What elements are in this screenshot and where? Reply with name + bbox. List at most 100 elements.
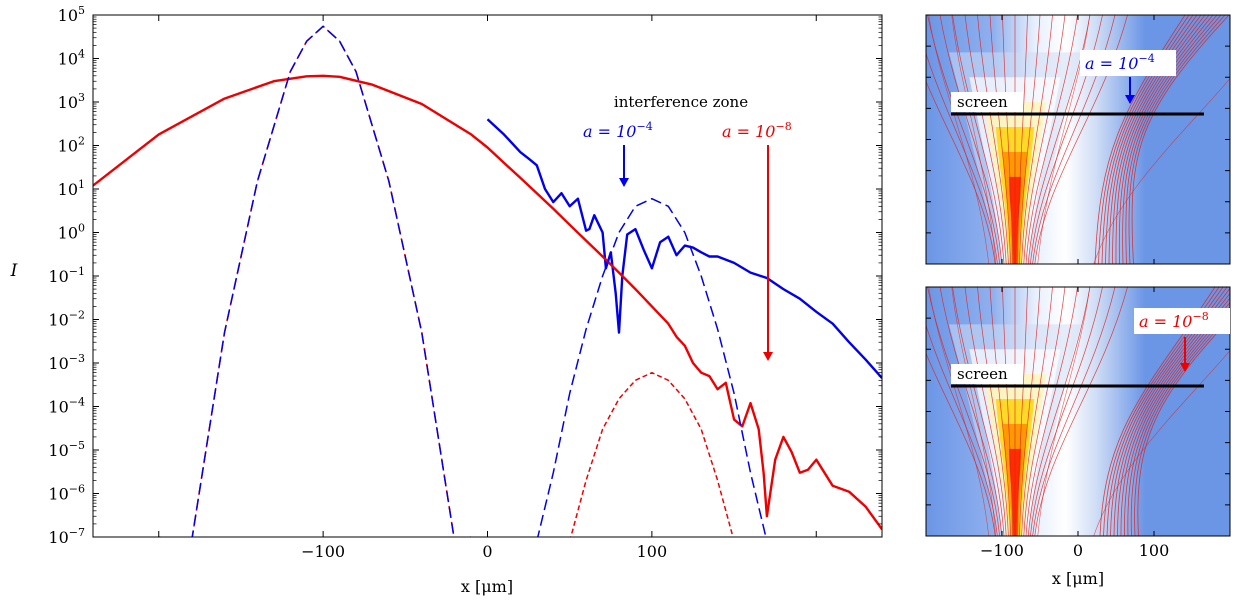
field-line	[1034, 287, 1128, 536]
field-line	[1021, 287, 1053, 536]
bottom-arrowhead	[1180, 363, 1190, 372]
tick-layer	[93, 14, 882, 538]
series-red-solid-1	[93, 74, 882, 531]
field-line	[939, 15, 1003, 264]
field-line	[989, 287, 1011, 536]
side-field-line	[1122, 15, 1218, 264]
y-tick-label: 102	[58, 135, 85, 156]
x-tick-label: 100	[637, 542, 668, 561]
series-red-dotted-5	[570, 371, 734, 537]
field-line	[1025, 15, 1078, 264]
field-line	[1030, 287, 1103, 536]
x-tick-labels: −100 0 100	[301, 542, 667, 561]
field-line	[952, 287, 1005, 536]
field-line	[1019, 15, 1041, 264]
field-line	[1021, 15, 1053, 264]
outer-field-line	[928, 287, 990, 536]
y-tick-label: 101	[58, 178, 85, 199]
field-line	[927, 287, 1000, 536]
y-tick-label: 100	[58, 222, 85, 243]
field-line	[926, 324, 998, 536]
side-field-line	[1128, 15, 1226, 264]
top-arrow-label: a = 10−4	[1085, 52, 1155, 73]
field-line	[989, 15, 1011, 264]
field-line	[964, 287, 1007, 536]
series-blue-solid-0	[486, 118, 882, 379]
y-tick-label: 10−1	[48, 265, 85, 286]
y-tick-label: 10−4	[48, 396, 85, 417]
main-plot: 10−7 10−6 10−5 10−4 10−3 10−2 10−1 100 101 102 103…	[10, 4, 883, 596]
y-tick-label: 10−5	[48, 439, 85, 460]
y-tick-label: 103	[58, 91, 85, 112]
field-line	[926, 52, 998, 264]
field-line	[926, 80, 996, 264]
outer-field-line	[1093, 350, 1230, 536]
side-field-line	[1125, 15, 1222, 264]
outer-field-line	[1037, 287, 1091, 536]
outer-field-line	[1037, 15, 1091, 264]
x-axis-label: x [μm]	[461, 577, 513, 596]
outer-field-line	[951, 287, 997, 536]
blue-a-label: a = 10−4	[583, 120, 653, 141]
field-line	[926, 352, 996, 536]
bottom-arrow-label-bg	[1134, 308, 1230, 334]
bottom-x-tick-label: −100	[980, 541, 1024, 560]
field-line	[1002, 15, 1014, 264]
bottom-screen-label-bg	[951, 364, 1023, 384]
blue-annotation: a = 10−4	[583, 120, 653, 187]
y-tick-label: 104	[58, 48, 85, 69]
bottom-arrow-label: a = 10−8	[1139, 310, 1209, 331]
top-panel: screen a = 10−4	[925, 14, 1231, 265]
side-field-line	[1131, 15, 1230, 264]
bottom-x-tick-labels: −100 0 100	[980, 541, 1169, 560]
series-layer	[93, 25, 882, 537]
field-line	[977, 287, 1009, 536]
field-line	[1023, 15, 1066, 264]
field-line	[1025, 287, 1078, 536]
field-line	[1016, 15, 1028, 264]
red-a-label: a = 10−8	[722, 120, 792, 141]
field-line	[1027, 287, 1091, 536]
outer-field-line	[928, 15, 990, 264]
bottom-screen-label: screen	[957, 365, 1008, 383]
y-tick-labels: 10−7 10−6 10−5 10−4 10−3 10−2 10−1 100 101 102 103…	[48, 4, 85, 547]
bottom-x-tick-label: 0	[1073, 541, 1083, 560]
y-tick-label: 10−7	[48, 526, 85, 547]
field-line	[964, 15, 1007, 264]
top-panel-ticks	[925, 15, 1231, 264]
field-line	[1016, 287, 1028, 536]
bottom-x-tick-label: 100	[1139, 541, 1170, 560]
outer-field-line	[951, 15, 997, 264]
side-field-line	[1118, 15, 1214, 264]
outer-field-line	[1093, 78, 1230, 264]
top-screen-label: screen	[957, 93, 1008, 111]
interference-zone-label: interference zone	[614, 93, 748, 111]
red-arrowhead	[763, 352, 773, 361]
series-blue-dashed-3	[191, 25, 455, 537]
bottom-x-axis-label: x [μm]	[1052, 569, 1104, 588]
field-line	[1019, 287, 1041, 536]
y-tick-label: 10−3	[48, 352, 85, 373]
top-panel-field-lines	[926, 15, 1230, 264]
red-annotation: a = 10−8	[722, 120, 792, 361]
series-blue-dashed-4	[537, 197, 767, 537]
y-tick-label: 10−2	[48, 309, 85, 330]
y-tick-label: 10−6	[48, 483, 85, 504]
y-axis-label: I	[10, 261, 18, 281]
top-screen-label-bg	[951, 92, 1023, 112]
field-line	[977, 15, 1009, 264]
top-arrowhead	[1125, 95, 1135, 104]
field-line	[1002, 287, 1014, 536]
field-line	[939, 287, 1003, 536]
x-tick-label: 0	[482, 542, 492, 561]
top-arrow-label-bg	[1080, 50, 1176, 76]
side-field-line	[1115, 15, 1210, 264]
x-tick-label: −100	[301, 542, 345, 561]
field-line	[927, 15, 1000, 264]
series-red-dashed-2	[158, 25, 472, 537]
field-line	[1032, 287, 1116, 536]
field-line	[952, 15, 1005, 264]
y-tick-label: 105	[58, 4, 85, 25]
field-line	[1023, 287, 1066, 536]
